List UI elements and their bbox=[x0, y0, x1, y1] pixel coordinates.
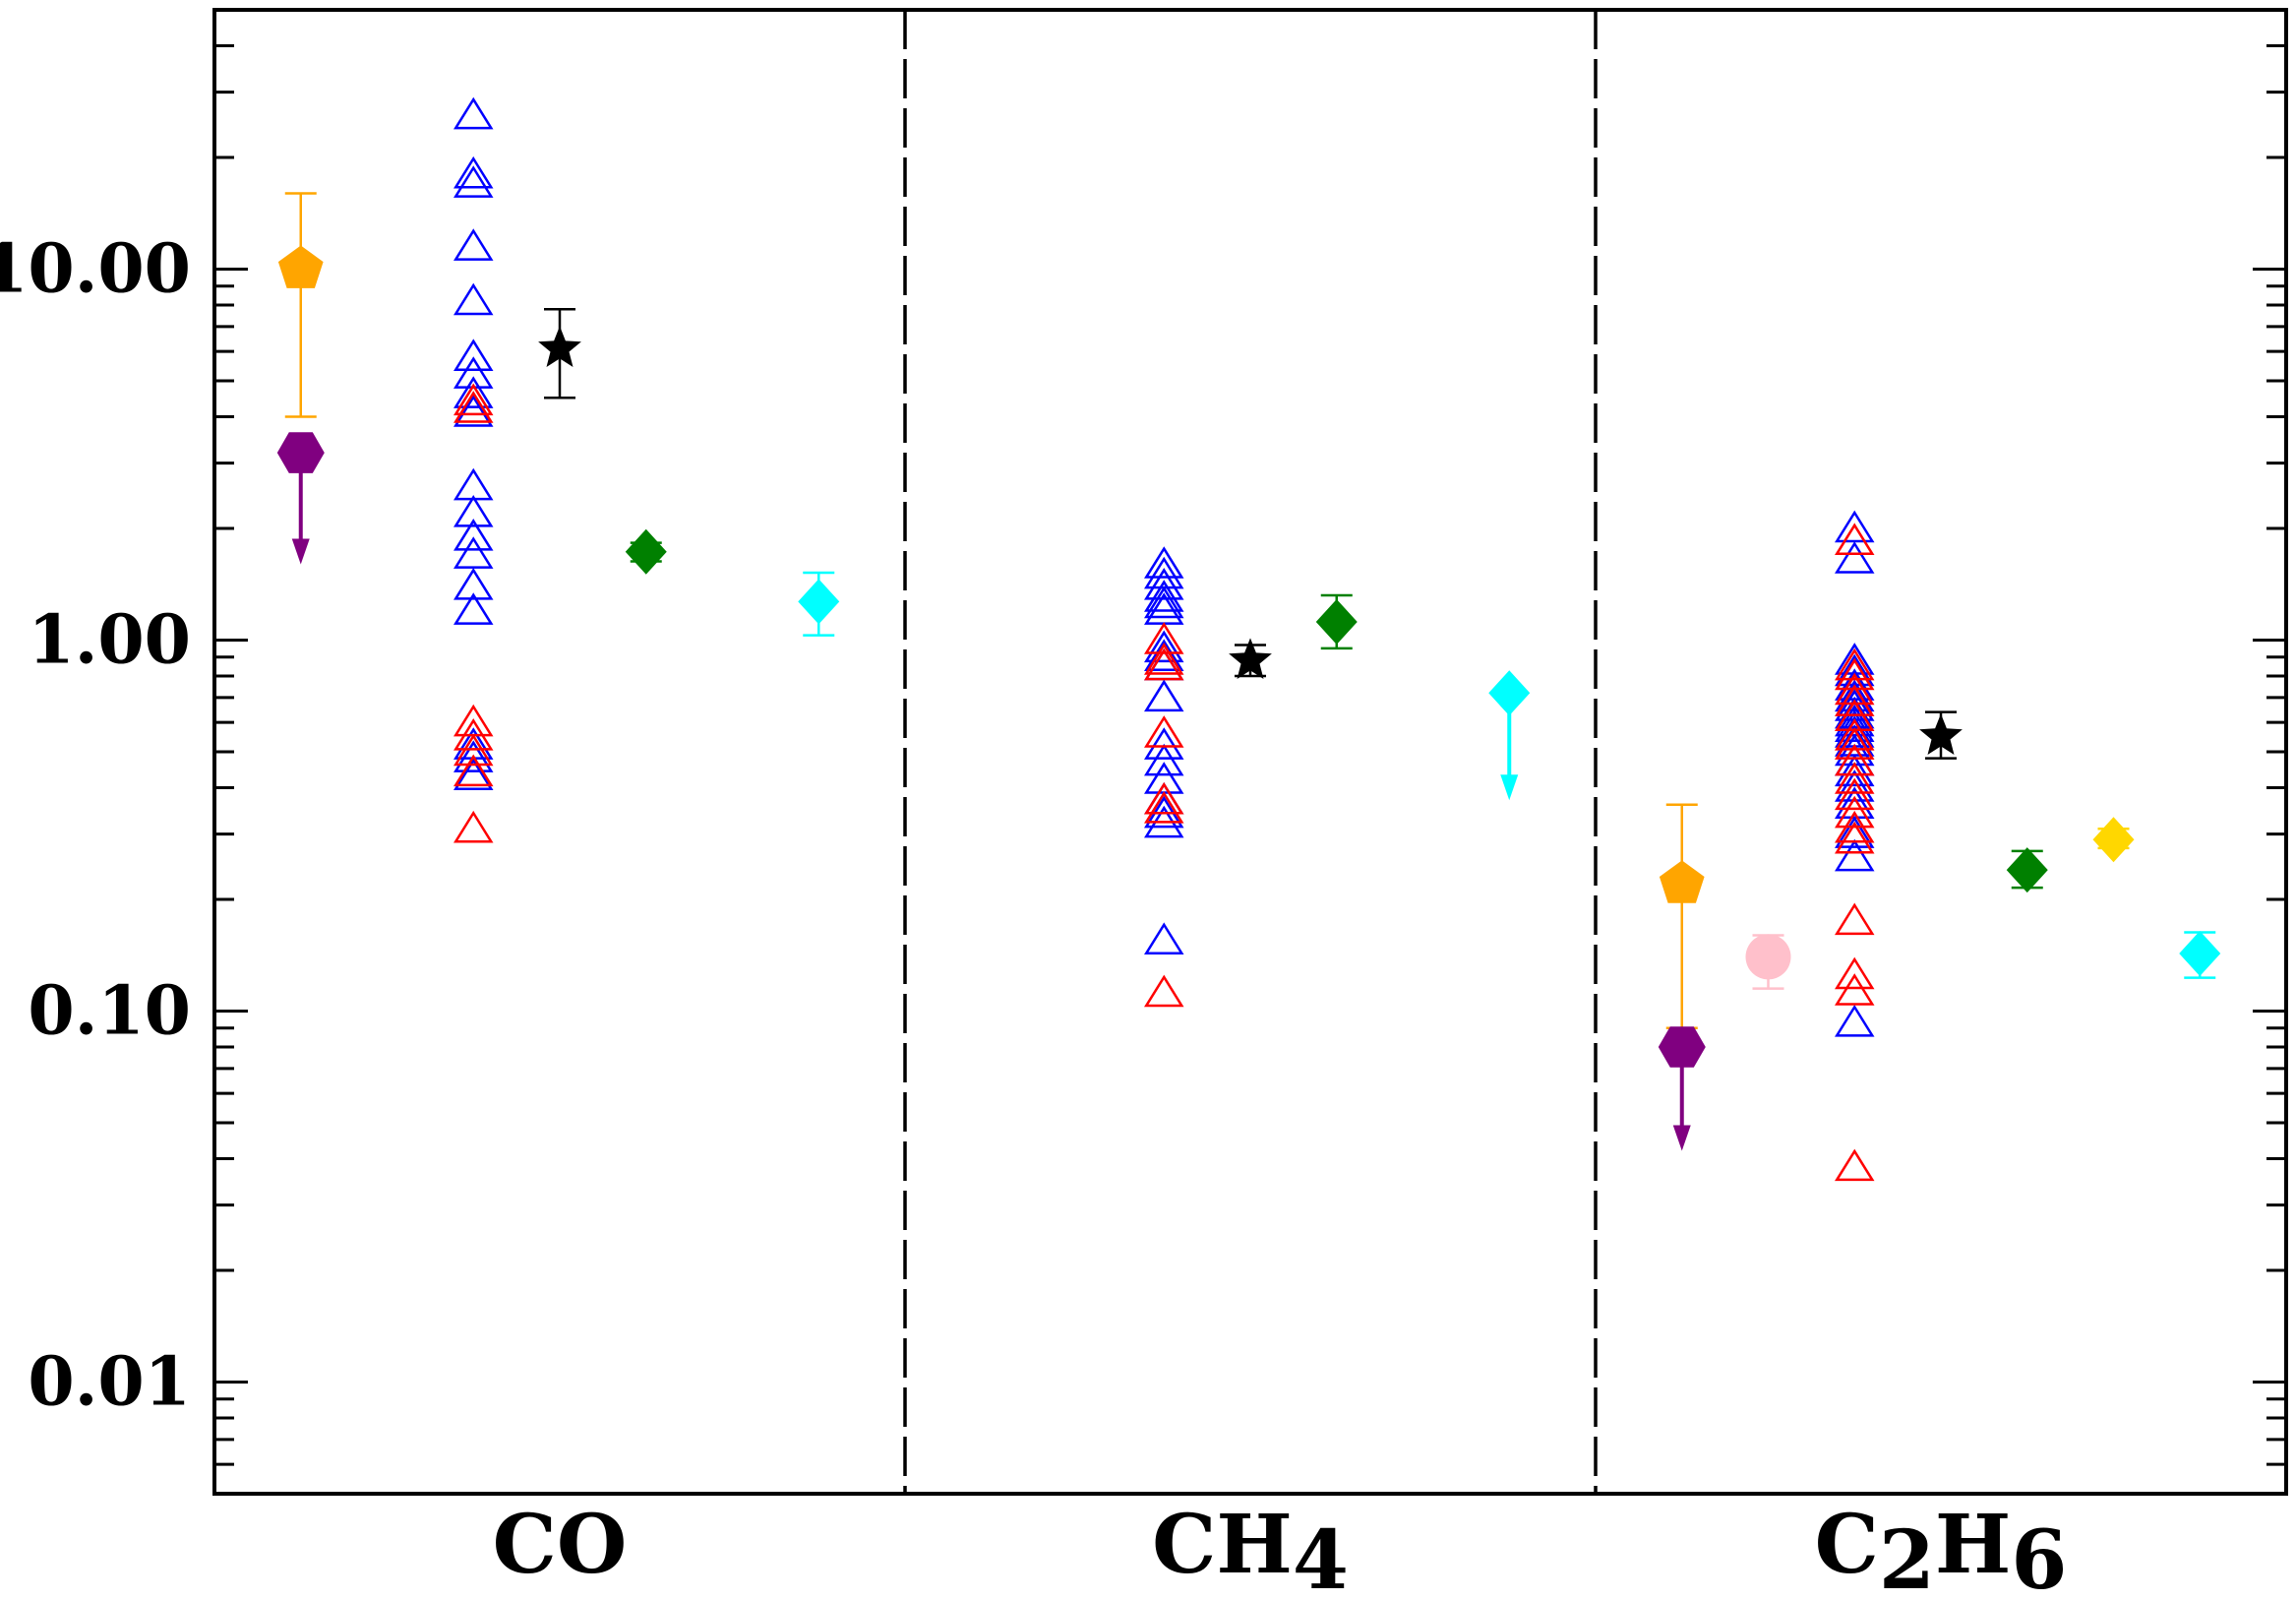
triangle-open-red-point bbox=[1835, 657, 1875, 691]
triangle-open-blue-point bbox=[1835, 1005, 1875, 1037]
pentagon-orange-point bbox=[277, 245, 324, 288]
axes bbox=[212, 8, 2288, 1496]
plot-frame bbox=[212, 8, 2288, 1496]
pentagon-orange-point bbox=[1659, 860, 1705, 903]
triangle-open-blue-point bbox=[453, 338, 494, 371]
diamond-cyan-point bbox=[2179, 930, 2221, 976]
triangle-open-blue-point bbox=[1144, 580, 1184, 612]
diamond-gold-point bbox=[2092, 817, 2135, 863]
triangle-open-blue-point bbox=[453, 282, 494, 316]
triangle-open-blue-point bbox=[453, 395, 494, 427]
triangle-open-red-point bbox=[1835, 1148, 1875, 1182]
triangle-open-blue-point bbox=[1835, 838, 1875, 872]
triangle-open-blue-point bbox=[1835, 510, 1875, 543]
triangle-open-blue-point bbox=[453, 519, 494, 551]
triangle-open-red-point bbox=[1835, 727, 1875, 760]
triangle-open-blue-point bbox=[453, 592, 494, 625]
triangle-open-red-point bbox=[1835, 762, 1875, 794]
triangle-open-blue-point bbox=[1144, 568, 1184, 600]
triangle-open-red-point bbox=[1835, 956, 1875, 990]
y-tick-label: 1.00 bbox=[28, 601, 191, 680]
triangle-open-red-point bbox=[1835, 795, 1875, 829]
triangle-open-blue-point bbox=[453, 536, 494, 569]
category-label: CH4 bbox=[1152, 1498, 1349, 1600]
triangle-open-red-point bbox=[1835, 821, 1875, 854]
triangle-open-blue-point bbox=[1144, 585, 1184, 619]
triangle-open-blue-point bbox=[453, 165, 494, 198]
triangle-open-blue-point bbox=[453, 155, 494, 189]
triangle-open-blue-point bbox=[1835, 709, 1875, 742]
triangle-open-blue-point bbox=[453, 495, 494, 527]
star-black-point bbox=[1919, 713, 1963, 755]
triangle-open-red-point bbox=[1144, 643, 1184, 675]
triangle-open-red-point bbox=[1144, 974, 1184, 1008]
diamond-green-point bbox=[625, 528, 667, 575]
circle-pink-point bbox=[1745, 934, 1791, 980]
triangle-open-red-point bbox=[1835, 777, 1875, 811]
triangle-open-blue-point bbox=[453, 96, 494, 130]
triangle-open-blue-point bbox=[453, 228, 494, 261]
triangle-open-red-point bbox=[1835, 810, 1875, 843]
triangle-open-red-point bbox=[1835, 523, 1875, 556]
data-marks bbox=[276, 96, 2221, 1182]
star-black-point bbox=[1229, 638, 1272, 679]
triangle-open-blue-point bbox=[1835, 541, 1875, 574]
triangle-open-red-point bbox=[1144, 781, 1184, 815]
triangle-open-blue-point bbox=[1144, 630, 1184, 663]
triangle-open-blue-point bbox=[453, 758, 494, 790]
category-label: CO bbox=[493, 1498, 628, 1592]
triangle-open-red-point bbox=[1144, 647, 1184, 681]
triangle-open-red-point bbox=[1835, 718, 1875, 751]
triangle-open-blue-point bbox=[453, 740, 494, 772]
upper-limit-arrowhead bbox=[291, 538, 310, 565]
triangle-open-blue-point bbox=[1144, 922, 1184, 955]
y-tick-label: 0.01 bbox=[28, 1343, 191, 1422]
hexagon-purple-point bbox=[1658, 1026, 1706, 1068]
triangle-open-red-point bbox=[1144, 791, 1184, 824]
triangle-open-red-point bbox=[453, 718, 494, 751]
star-black-point bbox=[538, 326, 581, 367]
triangle-open-blue-point bbox=[453, 568, 494, 600]
triangle-open-blue-point bbox=[1144, 727, 1184, 760]
triangle-open-blue-point bbox=[1144, 639, 1184, 672]
triangle-open-red-point bbox=[1835, 647, 1875, 681]
triangle-open-red-point bbox=[453, 733, 494, 767]
triangle-open-blue-point bbox=[1835, 816, 1875, 848]
triangle-open-red-point bbox=[453, 810, 494, 843]
triangle-open-red-point bbox=[1835, 743, 1875, 776]
y-tick-label: 10.00 bbox=[0, 230, 191, 309]
triangle-open-red-point bbox=[453, 391, 494, 423]
triangle-open-red-point bbox=[1835, 973, 1875, 1006]
y-tick-label: 0.10 bbox=[28, 972, 191, 1051]
hexagon-purple-point bbox=[276, 432, 325, 473]
triangle-open-red-point bbox=[1835, 902, 1875, 936]
diamond-cyan-point bbox=[1488, 670, 1531, 716]
triangle-open-red-point bbox=[453, 383, 494, 416]
triangle-open-blue-point bbox=[1144, 546, 1184, 579]
triangle-open-blue-point bbox=[1144, 679, 1184, 712]
triangle-open-red-point bbox=[1835, 684, 1875, 716]
upper-limit-arrowhead bbox=[1672, 1125, 1691, 1151]
upper-limit-arrowhead bbox=[1500, 774, 1519, 801]
diamond-green-point bbox=[2006, 847, 2048, 893]
category-label: C2H6 bbox=[1815, 1498, 2068, 1600]
triangle-open-red-point bbox=[1144, 622, 1184, 654]
category-labels: CO CH4 C2H6 bbox=[493, 1498, 2068, 1600]
triangle-open-red-point bbox=[453, 754, 494, 787]
triangle-open-red-point bbox=[1144, 715, 1184, 748]
triangle-open-blue-point bbox=[453, 376, 494, 408]
category-dividers bbox=[903, 10, 1598, 1494]
triangle-open-blue-point bbox=[453, 467, 494, 501]
diamond-green-point bbox=[1315, 598, 1358, 645]
y-tick-labels: 10.00 1.00 0.10 0.01 bbox=[0, 230, 191, 1422]
triangle-open-blue-point bbox=[1835, 769, 1875, 802]
diamond-cyan-point bbox=[798, 579, 840, 625]
triangle-open-blue-point bbox=[1144, 743, 1184, 776]
triangle-open-blue-point bbox=[1144, 762, 1184, 794]
triangle-open-blue-point bbox=[1835, 754, 1875, 787]
